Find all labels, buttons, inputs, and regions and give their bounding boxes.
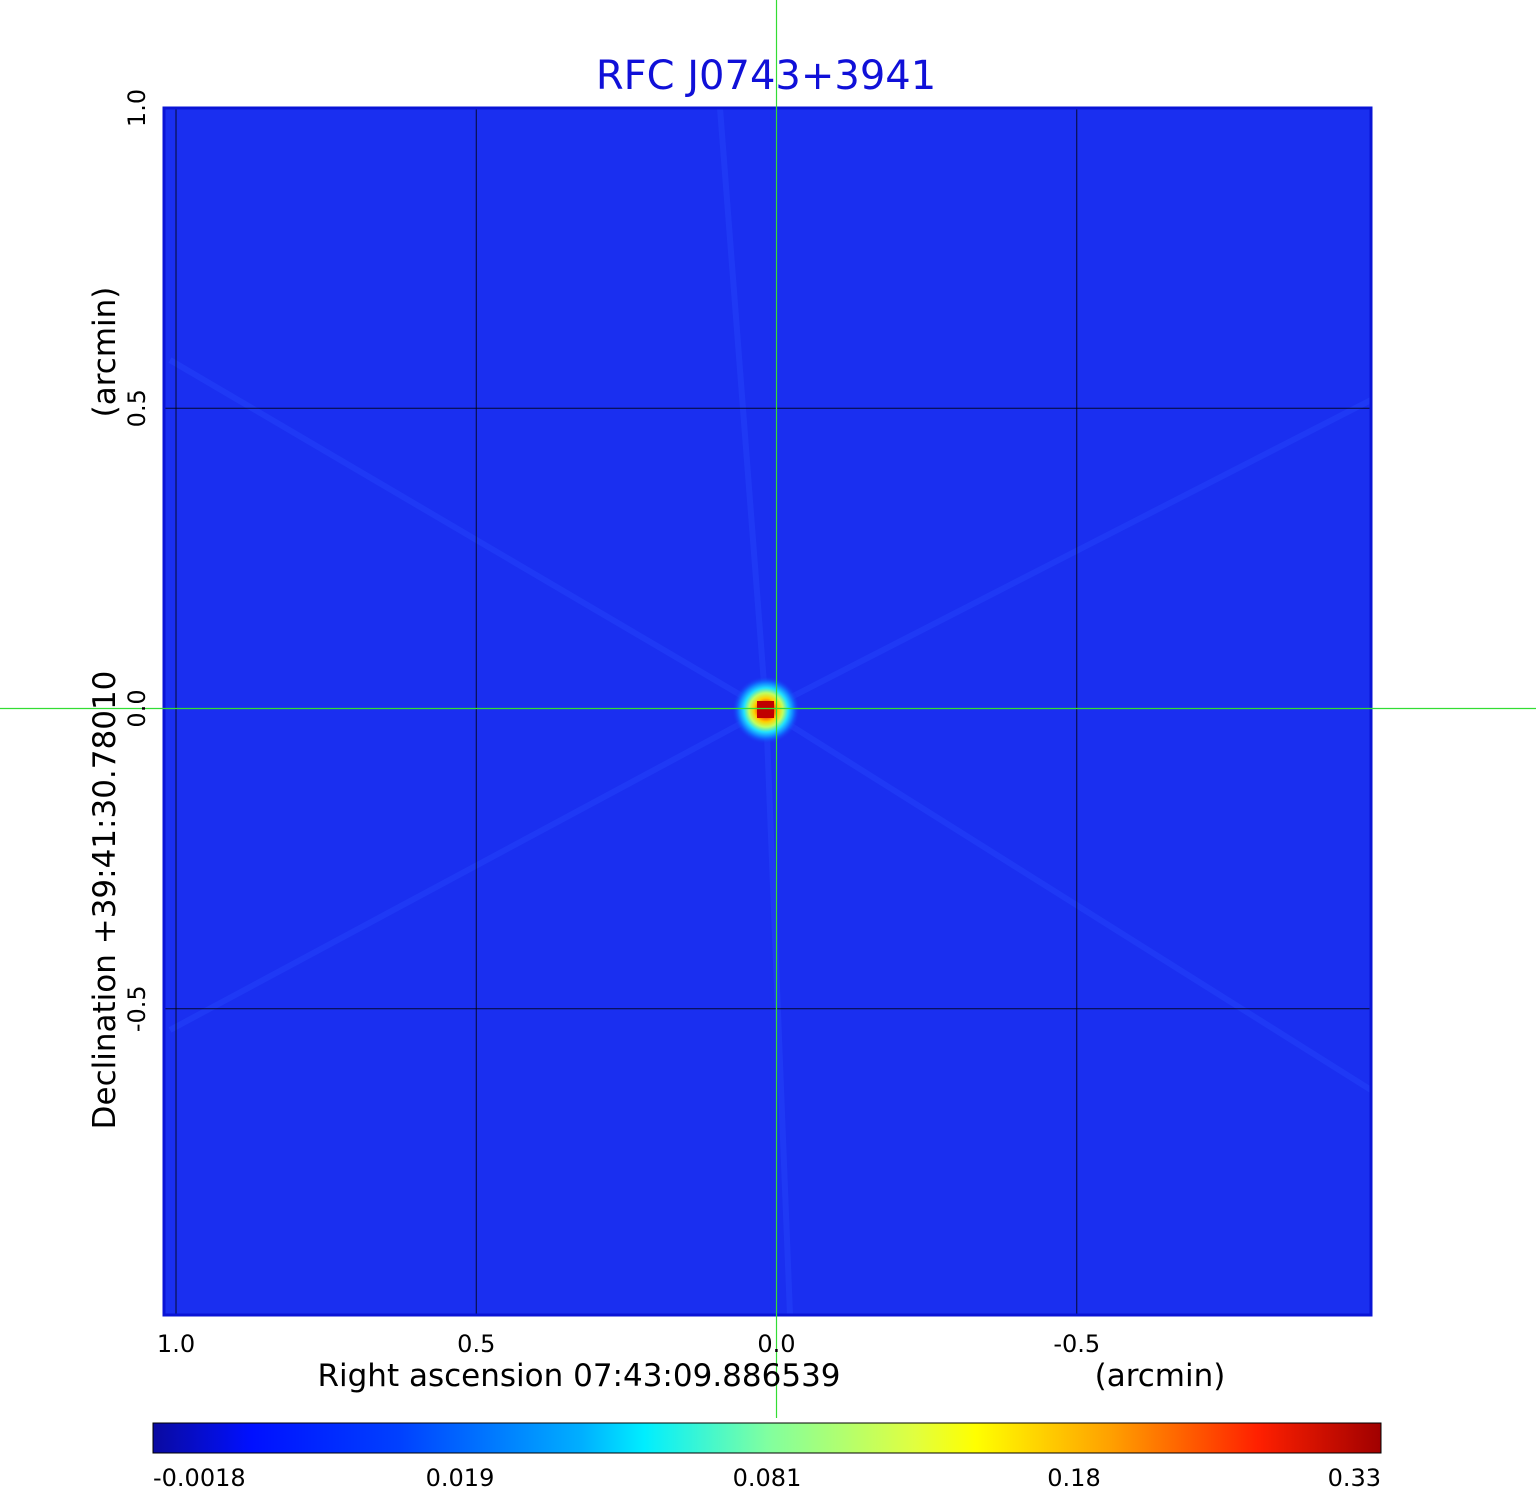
sidelobe-pattern xyxy=(168,108,1371,1315)
colorbar-tick-label-0: -0.0018 xyxy=(153,1464,246,1492)
x-axis-label: Right ascension 07:43:09.886539 xyxy=(317,1358,840,1394)
colorbar-tick-label-1: 0.019 xyxy=(426,1464,495,1492)
y-tick-label-1: 0.5 xyxy=(123,389,151,427)
y-tick-label-3: -0.5 xyxy=(123,985,151,1032)
plot-frame xyxy=(162,106,1373,1317)
x-tick-label-0: 1.0 xyxy=(157,1330,195,1358)
chart-title: RFC J0743+3941 xyxy=(596,53,936,99)
x-tick-label-1: 0.5 xyxy=(457,1330,495,1358)
y-axis-label: Declination +39:41:30.78010 xyxy=(87,671,123,1130)
colorbar-ticks: -0.0018 0.019 0.081 0.18 0.33 xyxy=(153,1464,1381,1492)
colorbar-tick-label-3: 0.18 xyxy=(1047,1464,1100,1492)
x-tick-label-2: 0.0 xyxy=(757,1330,795,1358)
y-tick-label-2: 0.0 xyxy=(123,689,151,727)
colorbar: -0.0018 0.019 0.081 0.18 0.33 xyxy=(152,1422,1382,1492)
x-axis-ticks: 1.0 0.5 0.0 -0.5 xyxy=(157,1330,1100,1358)
y-tick-label-0: 1.0 xyxy=(123,89,151,127)
colorbar-tick-label-2: 0.081 xyxy=(733,1464,802,1492)
y-axis-unit: (arcmin) xyxy=(87,287,123,418)
source-peak-pixel xyxy=(757,701,774,718)
x-axis-unit: (arcmin) xyxy=(1095,1358,1226,1394)
crosshair xyxy=(0,0,1536,1418)
colorbar-tick-label-4: 0.33 xyxy=(1328,1464,1381,1492)
image-field xyxy=(164,108,1371,1315)
x-tick-label-3: -0.5 xyxy=(1053,1330,1100,1358)
colorbar-gradient xyxy=(152,1422,1382,1454)
y-axis-ticks: 1.0 0.5 0.0 -0.5 xyxy=(123,89,151,1032)
